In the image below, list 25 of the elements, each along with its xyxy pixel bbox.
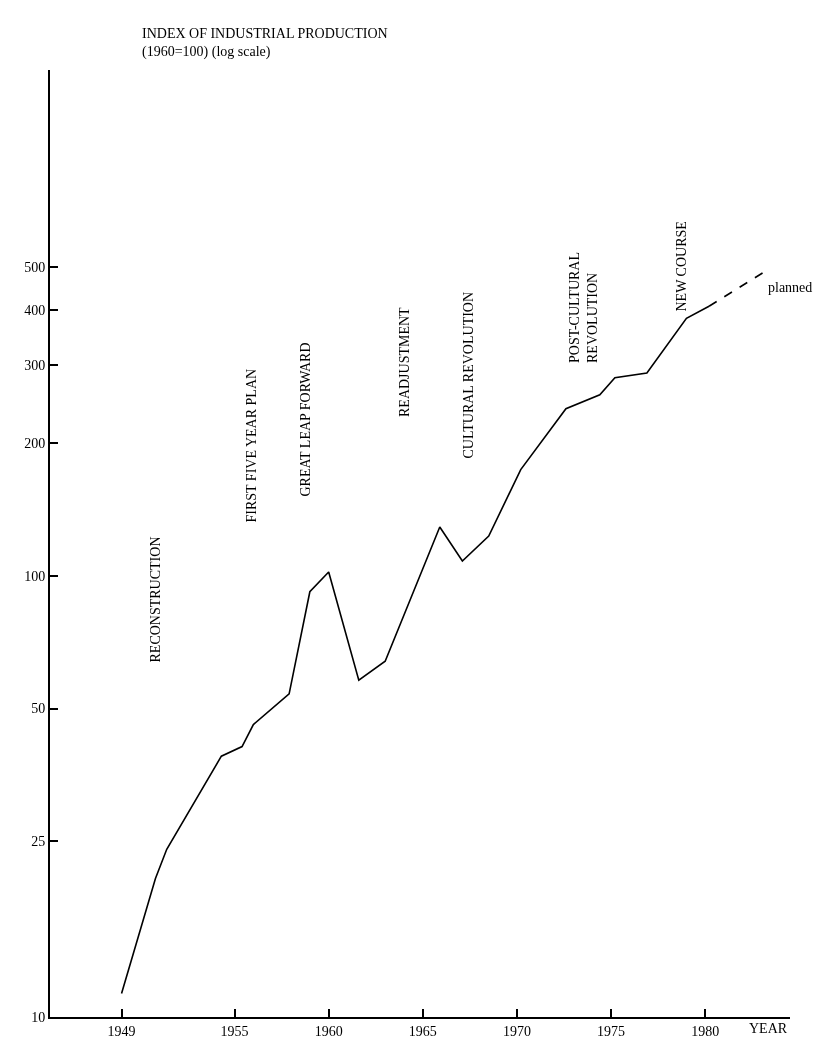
y-axis-title: INDEX OF INDUSTRIAL PRODUCTION (1960=100) (log scale) — [142, 26, 388, 61]
y-tick-label: 500 — [24, 260, 46, 276]
annotation: READJUSTMENT — [397, 306, 412, 417]
annotation: CULTURAL REVOLUTION — [460, 291, 476, 459]
x-axis-title: YEAR — [749, 1021, 788, 1036]
annotation: POST-CULTURAL REVOLUTION — [567, 252, 601, 363]
x-tick-label: 1975 — [597, 1023, 626, 1039]
x-tick-label: 1980 — [691, 1023, 720, 1039]
annotation: FIRST FIVE YEAR PLAN — [243, 368, 259, 523]
y-tick-label: 10 — [31, 1009, 46, 1025]
y-tick-label: 300 — [24, 358, 46, 374]
annotation: GREAT LEAP FORWARD — [297, 342, 313, 497]
y-tick-label: 25 — [31, 834, 46, 850]
x-tick-label: 1955 — [220, 1023, 249, 1039]
y-tick-label: 100 — [24, 568, 46, 584]
y-tick-label: 50 — [31, 701, 46, 717]
annotation: RECONSTRUCTION — [147, 536, 163, 663]
y-tick-label: 200 — [24, 435, 46, 451]
x-tick-label: 1949 — [107, 1023, 136, 1039]
x-tick-label: 1960 — [314, 1023, 343, 1039]
x-tick-label: 1970 — [502, 1023, 531, 1039]
annotation: NEW COURSE — [673, 221, 689, 312]
y-tick-label: 400 — [24, 302, 46, 318]
series-label: planned — [768, 280, 813, 295]
x-tick-label: 1965 — [408, 1023, 437, 1039]
